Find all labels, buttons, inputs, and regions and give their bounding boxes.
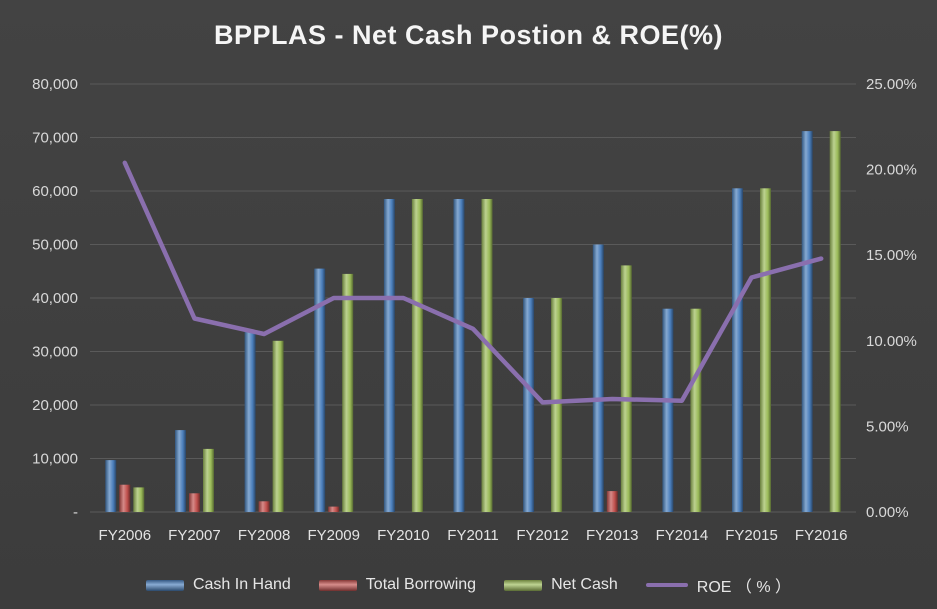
category-label: FY2014	[656, 527, 709, 544]
legend-label: Net Cash	[551, 576, 618, 593]
category-label: FY2011	[447, 527, 498, 544]
total-borrowing-swatch-icon	[318, 579, 357, 591]
legend-item-cash-in-hand[interactable]: Cash In Hand	[145, 576, 291, 594]
bar-cash-in-hand-FY2008	[244, 330, 256, 512]
bar-net-cash-FY2011	[481, 199, 493, 512]
bar-total-borrowing-FY2013	[606, 491, 618, 512]
category-label: FY2015	[725, 527, 778, 544]
bar-cash-in-hand-FY2007	[175, 430, 186, 512]
bar-net-cash-FY2015	[760, 188, 771, 513]
bar-net-cash-FY2013	[620, 265, 632, 512]
bar-net-cash-FY2016	[829, 131, 841, 512]
left-axis-tick-label: 70,000	[32, 130, 78, 147]
bar-cash-in-hand-FY2012	[523, 298, 535, 512]
right-axis-tick-label: 5.00%	[866, 418, 909, 435]
left-axis-tick-label: 80,000	[32, 76, 78, 93]
roe-line	[122, 160, 824, 405]
bar-cash-in-hand-FY2006	[105, 460, 117, 512]
category-label: FY2009	[307, 527, 360, 544]
net-cash-swatch-icon	[504, 579, 543, 591]
right-axis-tick-label: 25.00%	[866, 76, 917, 93]
left-axis-tick-label: 50,000	[32, 237, 78, 254]
left-axis-tick-label: 30,000	[32, 344, 78, 361]
bar-cash-in-hand-FY2015	[732, 188, 743, 513]
bar-cash-in-hand-FY2013	[592, 244, 604, 512]
legend-item-roe[interactable]: ROE （ % ）	[645, 573, 792, 597]
bar-cash-in-hand-FY2014	[662, 308, 674, 512]
category-label: FY2010	[377, 527, 430, 544]
category-label: FY2016	[795, 527, 848, 544]
category-label: FY2012	[516, 527, 569, 544]
bar-net-cash-FY2014	[690, 308, 702, 512]
bar-net-cash-FY2006	[133, 487, 145, 512]
right-axis-tick-label: 15.00%	[866, 247, 917, 264]
left-axis-tick-label: 10,000	[32, 451, 78, 468]
right-axis-tick-label: 0.00%	[866, 504, 909, 521]
roe-line-icon	[645, 583, 688, 587]
cash-in-hand-swatch-icon	[145, 579, 184, 591]
left-axis-tick-label: -	[73, 504, 78, 521]
bar-net-cash-FY2010	[411, 199, 423, 512]
bar-total-borrowing-FY2007	[189, 493, 200, 512]
category-label: FY2007	[168, 527, 221, 544]
bar-cash-in-hand-FY2010	[383, 199, 395, 512]
left-axis-tick-label: 60,000	[32, 183, 78, 200]
right-axis-tick-label: 20.00%	[866, 162, 917, 179]
bar-total-borrowing-FY2006	[119, 484, 131, 512]
chart-title: BPPLAS - Net Cash Postion & ROE(%)	[213, 20, 724, 50]
bar-net-cash-FY2008	[272, 340, 284, 512]
bar-net-cash-FY2009	[342, 273, 354, 512]
bar-cash-in-hand-FY2009	[314, 268, 326, 512]
bar-total-borrowing-FY2009	[328, 506, 340, 512]
legend-label: Cash In Hand	[192, 576, 291, 593]
bar-cash-in-hand-FY2011	[453, 199, 465, 512]
right-axis-tick-label: 10.00%	[866, 333, 917, 350]
bar-total-borrowing-FY2008	[258, 501, 270, 512]
left-axis-tick-label: 20,000	[32, 397, 78, 414]
legend-item-net-cash[interactable]: Net Cash	[504, 576, 618, 594]
category-label: FY2006	[99, 527, 152, 544]
bar-net-cash-FY2012	[551, 298, 563, 512]
category-label: FY2008	[238, 527, 291, 544]
legend-label: ROE （ % ）	[696, 579, 792, 596]
legend-label: Total Borrowing	[365, 576, 477, 593]
bar-cash-in-hand-FY2016	[801, 131, 813, 512]
left-axis-tick-label: 40,000	[32, 290, 78, 307]
chart-legend: Cash In Hand Total Borrowing Net Cash ROE （…	[0, 573, 937, 597]
category-label: FY2013	[586, 527, 639, 544]
legend-item-total-borrowing[interactable]: Total Borrowing	[318, 576, 477, 594]
bar-net-cash-FY2007	[203, 448, 214, 512]
